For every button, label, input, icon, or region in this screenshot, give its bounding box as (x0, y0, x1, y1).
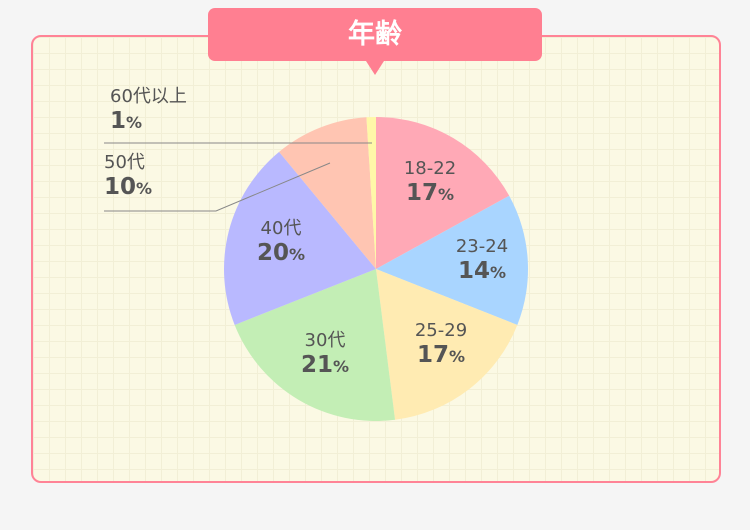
label-60s-plus: 60代以上 1% (110, 86, 187, 134)
leader-line-50 (104, 162, 331, 212)
pie-slice-0 (376, 117, 510, 269)
label-50s: 50代 10% (104, 152, 153, 200)
pie-slice-1 (376, 195, 528, 325)
pie-slice-4 (224, 151, 376, 325)
label-18-22: 18-22 17% (403, 158, 457, 206)
label-30s: 30代 21% (300, 330, 350, 378)
pie-slice-5 (279, 117, 376, 270)
pie-slice-2 (376, 269, 518, 420)
pie-slice-6 (366, 117, 376, 269)
title-pointer (366, 61, 384, 75)
label-25-29: 25-29 17% (414, 320, 468, 368)
label-40s: 40代 20% (256, 218, 306, 266)
label-23-24: 23-24 14% (455, 236, 509, 284)
pie-slice-3 (234, 269, 396, 421)
chart-title: 年齢 (208, 8, 542, 61)
